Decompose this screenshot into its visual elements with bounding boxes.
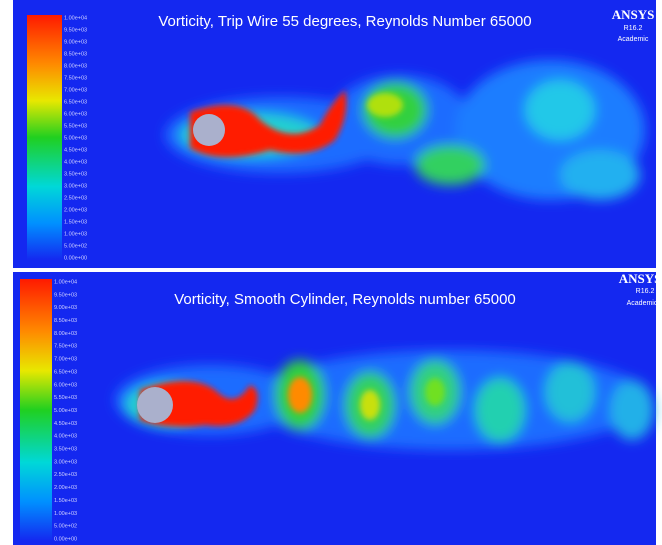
colorbar-label: 1.00e+04: [54, 279, 77, 285]
colorbar-label: 5.00e+02: [54, 524, 77, 530]
colorbar-labels: 1.00e+04 9.50e+03 9.00e+03 8.50e+03 8.00e+03…: [54, 279, 77, 542]
colorbar-label: 8.50e+03: [64, 51, 87, 57]
colorbar-label: 6.00e+03: [54, 382, 77, 388]
colorbar-label: 6.00e+03: [64, 111, 87, 117]
colorbar-label: 3.00e+03: [54, 459, 77, 465]
colorbar-label: 5.50e+03: [64, 123, 87, 129]
colorbar-labels: 1.00e+04 9.50e+03 9.00e+03 8.50e+03 8.00e+03…: [64, 15, 87, 261]
logo: ANSYS: [619, 271, 662, 286]
colorbar-label: 7.50e+03: [64, 75, 87, 81]
colorbar-label: 3.00e+03: [64, 183, 87, 189]
colorbar-label: 9.50e+03: [54, 292, 77, 298]
colorbar-label: 9.00e+03: [54, 305, 77, 311]
license: Academic: [627, 300, 658, 307]
panel-title: Vorticity, Smooth Cylinder, Reynolds num…: [174, 291, 516, 308]
colorbar-label: 4.00e+03: [64, 159, 87, 165]
colorbar-label: 2.50e+03: [64, 195, 87, 201]
colorbar-label: 2.00e+03: [64, 207, 87, 213]
colorbar-label: 7.00e+03: [64, 87, 87, 93]
colorbar: [27, 15, 62, 260]
colorbar-label: 5.50e+03: [54, 395, 77, 401]
colorbar-label: 5.00e+03: [54, 408, 77, 414]
colorbar-label: 6.50e+03: [64, 99, 87, 105]
colorbar-label: 1.50e+03: [64, 219, 87, 225]
colorbar-label: 2.00e+03: [54, 485, 77, 491]
colorbar-label: 0.00e+00: [64, 255, 87, 261]
colorbar-label: 3.50e+03: [54, 447, 77, 453]
colorbar-label: 8.00e+03: [54, 331, 77, 337]
colorbar-label: 1.50e+03: [54, 498, 77, 504]
cylinder: [193, 114, 225, 146]
colorbar-label: 2.50e+03: [54, 472, 77, 478]
colorbar-label: 1.00e+03: [54, 511, 77, 517]
panel: Vorticity, Smooth Cylinder, Reynolds num…: [13, 271, 661, 545]
colorbar-label: 5.00e+03: [64, 135, 87, 141]
license: Academic: [618, 36, 649, 43]
colorbar: [20, 279, 52, 541]
colorbar-label: 4.50e+03: [54, 421, 77, 427]
version: R16.2: [624, 25, 643, 32]
colorbar-label: 0.00e+00: [54, 536, 77, 542]
colorbar-label: 4.00e+03: [54, 434, 77, 440]
version: R16.2: [636, 288, 655, 295]
cylinder: [137, 387, 173, 423]
panel-title: Vorticity, Trip Wire 55 degrees, Reynold…: [158, 13, 531, 30]
colorbar-label: 7.00e+03: [54, 357, 77, 363]
colorbar-label: 8.50e+03: [54, 318, 77, 324]
logo: ANSYS: [612, 7, 655, 22]
panel: Vorticity, Trip Wire 55 degrees, Reynold…: [13, 0, 656, 268]
colorbar-label: 9.50e+03: [64, 27, 87, 33]
colorbar-label: 9.00e+03: [64, 39, 87, 45]
colorbar-label: 3.50e+03: [64, 171, 87, 177]
colorbar-label: 5.00e+02: [64, 243, 87, 249]
colorbar-label: 1.00e+04: [64, 15, 87, 21]
colorbar-label: 4.50e+03: [64, 147, 87, 153]
colorbar-label: 6.50e+03: [54, 369, 77, 375]
figure: Vorticity, Trip Wire 55 degrees, Reynold…: [0, 0, 662, 545]
colorbar-label: 8.00e+03: [64, 63, 87, 69]
colorbar-label: 7.50e+03: [54, 344, 77, 350]
colorbar-label: 1.00e+03: [64, 231, 87, 237]
